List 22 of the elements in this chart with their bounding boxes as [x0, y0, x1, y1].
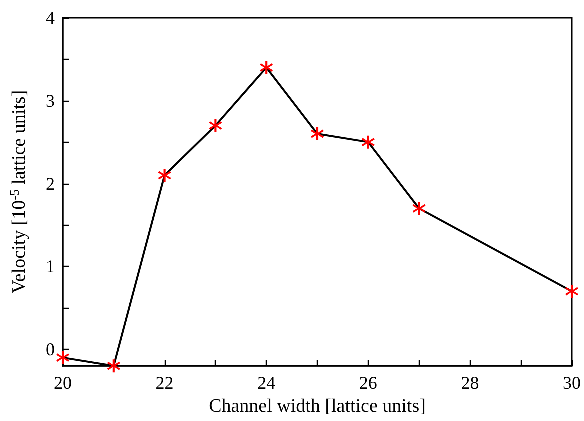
x-tick-label: 30	[563, 373, 581, 394]
x-tick-label: 20	[54, 373, 72, 394]
y-tick-label: 1	[46, 256, 55, 277]
y-tick-label: 0	[46, 340, 55, 360]
y-tick-label: 4	[46, 8, 55, 28]
point	[260, 61, 274, 74]
x-tick-label: 28	[461, 373, 480, 394]
point	[311, 128, 324, 141]
x-axis-title: Channel width [lattice units]	[209, 396, 426, 417]
point	[56, 351, 70, 364]
x-tick-label: 26	[359, 373, 378, 394]
point	[362, 136, 375, 149]
point	[158, 168, 172, 182]
point	[107, 360, 120, 373]
x-tick-label: 24	[258, 373, 276, 394]
y-tick-label: 2	[46, 174, 55, 194]
point	[412, 202, 426, 216]
point	[209, 119, 222, 132]
y-axis-title: Velocity [10-5 lattice units]	[7, 90, 30, 294]
y-tick-label: 3	[46, 90, 55, 111]
point	[566, 285, 578, 298]
x-tick-label: 22	[156, 373, 174, 394]
